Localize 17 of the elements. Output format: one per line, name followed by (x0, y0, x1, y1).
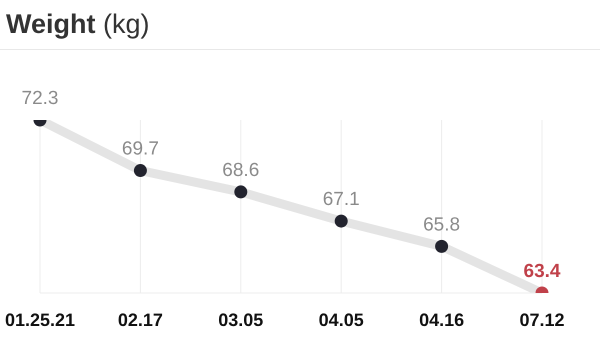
data-label: 72.3 (22, 88, 58, 109)
x-tick-label: 02.17 (118, 310, 163, 330)
point (435, 240, 448, 253)
x-tick-label: 03.05 (218, 310, 264, 330)
chart-title: Weight (kg) (6, 9, 150, 39)
point (334, 214, 348, 228)
data-label: 69.7 (122, 138, 159, 160)
x-tick-label: 07.12 (519, 310, 565, 330)
data-label: 67.1 (322, 189, 360, 210)
point (134, 164, 147, 178)
data-label: 63.4 (524, 261, 561, 282)
x-tick-label: 04.16 (419, 310, 464, 330)
data-label: 65.8 (423, 214, 460, 236)
data-label: 68.6 (222, 160, 260, 181)
x-tick-label: 01.25.21 (4, 310, 76, 330)
x-tick-label: 04.05 (318, 310, 364, 330)
point (234, 185, 248, 198)
